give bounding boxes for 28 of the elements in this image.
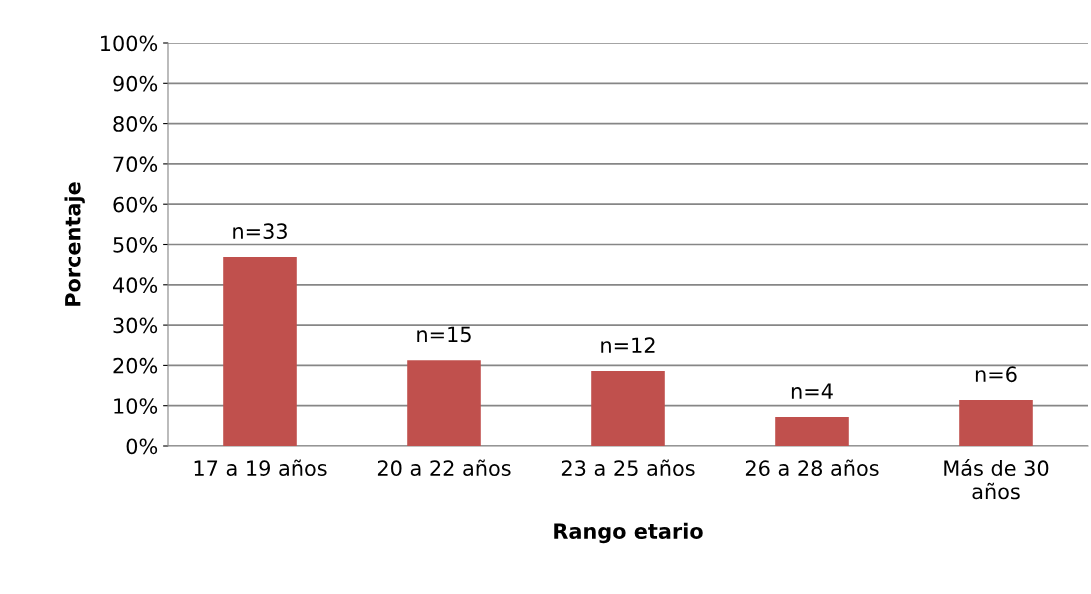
bar	[407, 360, 481, 446]
y-tick-label: 40%	[112, 277, 158, 294]
x-tick-label: 26 a 28 años	[745, 459, 879, 477]
y-tick-label: 60%	[113, 196, 158, 213]
annotation: n=15	[417, 326, 471, 343]
bar	[775, 416, 849, 446]
y-tick-label: 30%	[113, 317, 158, 334]
x-tick-label: 23 a 25 años	[561, 459, 695, 477]
y-axis-title: Porcentaje	[64, 182, 85, 306]
x-tick-label: Más de 30 años	[944, 459, 1049, 500]
x-tick-label: 20 a 22 años	[377, 459, 511, 477]
y-tick-label: 90%	[113, 75, 158, 92]
y-tick-label: 100%	[101, 35, 158, 52]
annotation: n=4	[791, 383, 833, 399]
x-axis-title: Rango etario	[554, 522, 703, 544]
annotation: n=6	[975, 366, 1017, 383]
bar	[223, 256, 297, 446]
y-tick-label: 20%	[113, 357, 158, 374]
y-tick-label: 10%	[114, 398, 158, 414]
bar	[591, 371, 665, 446]
annotation: n=33	[233, 223, 287, 240]
y-tick-label: 80%	[113, 116, 158, 132]
y-tick-label: 70%	[113, 156, 158, 173]
annotation: n=12	[601, 337, 655, 353]
x-tick-label: 17 a 19 años	[194, 459, 327, 477]
y-tick-label: 0%	[126, 438, 158, 455]
y-tick-label: 50%	[113, 236, 158, 253]
bar	[959, 400, 1033, 446]
